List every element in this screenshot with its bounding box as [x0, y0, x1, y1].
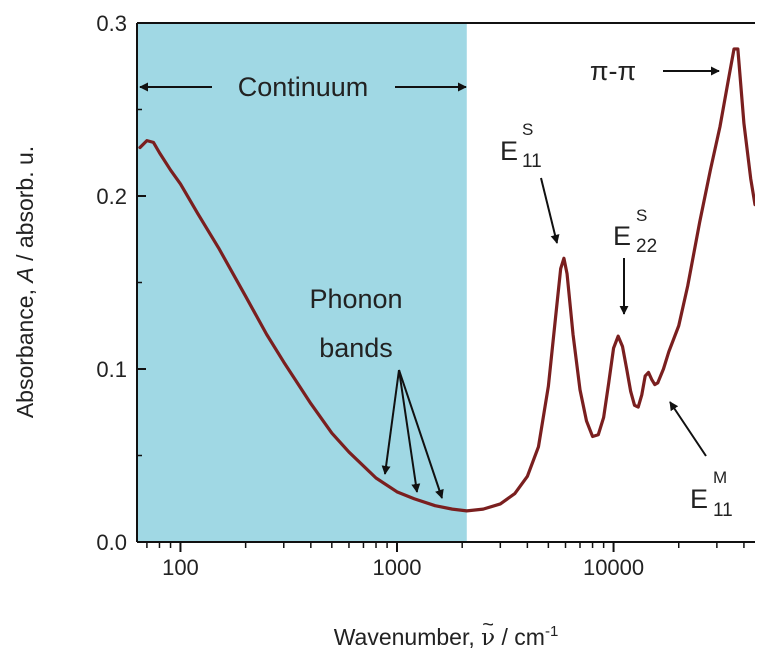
e11s-annotation: E S 11: [500, 120, 560, 244]
e11s-label: E: [500, 136, 518, 166]
pi-pi-label: π-π: [590, 56, 636, 86]
e11m-annotation: E M 11: [669, 401, 733, 521]
e11s-superscript: S: [522, 120, 533, 139]
x-tick-label: 10000: [583, 555, 644, 580]
phonon-label-line2: bands: [319, 333, 393, 363]
e11m-main: E: [690, 484, 708, 514]
phonon-bands-annotation: Phonon bands: [309, 284, 444, 499]
y-axis-label: Absorbance, A / absorb. u.: [12, 146, 38, 418]
e11m-subscript: 11: [713, 500, 733, 521]
e22s-superscript: S: [636, 206, 647, 225]
y-tick-label: 0.2: [96, 184, 127, 209]
phonon-arrow-2: [398, 369, 421, 493]
e11s-main: E: [500, 136, 518, 166]
continuum-label: Continuum: [238, 72, 369, 102]
y-axis-label-prefix: Absorbance,: [12, 283, 38, 419]
e11s-arrow: [540, 177, 560, 244]
phonon-arrow-1: [381, 369, 400, 475]
e11m-arrow: [669, 401, 707, 457]
x-tick-label: 1000: [373, 555, 422, 580]
e11s-subscript: 11: [522, 151, 542, 172]
e22s-subscript: 22: [636, 236, 657, 257]
x-axis-label-tilde: ~: [482, 614, 494, 636]
phonon-label-line1: Phonon: [309, 284, 402, 314]
e22s-annotation: E S 22: [613, 206, 657, 315]
continuum-annotation: Continuum: [139, 72, 467, 102]
absorbance-series-line: [138, 47, 755, 513]
x-axis-label-unit: / cm: [495, 624, 545, 650]
y-axis-label-variable: A: [12, 267, 38, 284]
x-axis-label-prefix: Wavenumber,: [334, 624, 481, 650]
x-axis-label-symbol: ν: [481, 625, 495, 651]
e22s-label: E: [613, 221, 631, 251]
y-tick-label: 0.0: [96, 530, 127, 555]
e11m-superscript: M: [713, 468, 727, 487]
e22s-main: E: [613, 221, 631, 251]
x-axis-label-exponent: -1: [545, 623, 558, 640]
phonon-arrow-3: [398, 369, 444, 499]
x-axis-label: Wavenumber, ν / cm-1: [334, 623, 559, 651]
e11m-label: E: [690, 484, 708, 514]
x-tick-label: 100: [162, 555, 199, 580]
y-axis-label-suffix: / absorb. u.: [12, 146, 38, 267]
pi-pi-annotation: π-π: [590, 56, 720, 86]
y-tick-label: 0.3: [96, 11, 127, 36]
y-tick-label: 0.1: [96, 357, 127, 382]
